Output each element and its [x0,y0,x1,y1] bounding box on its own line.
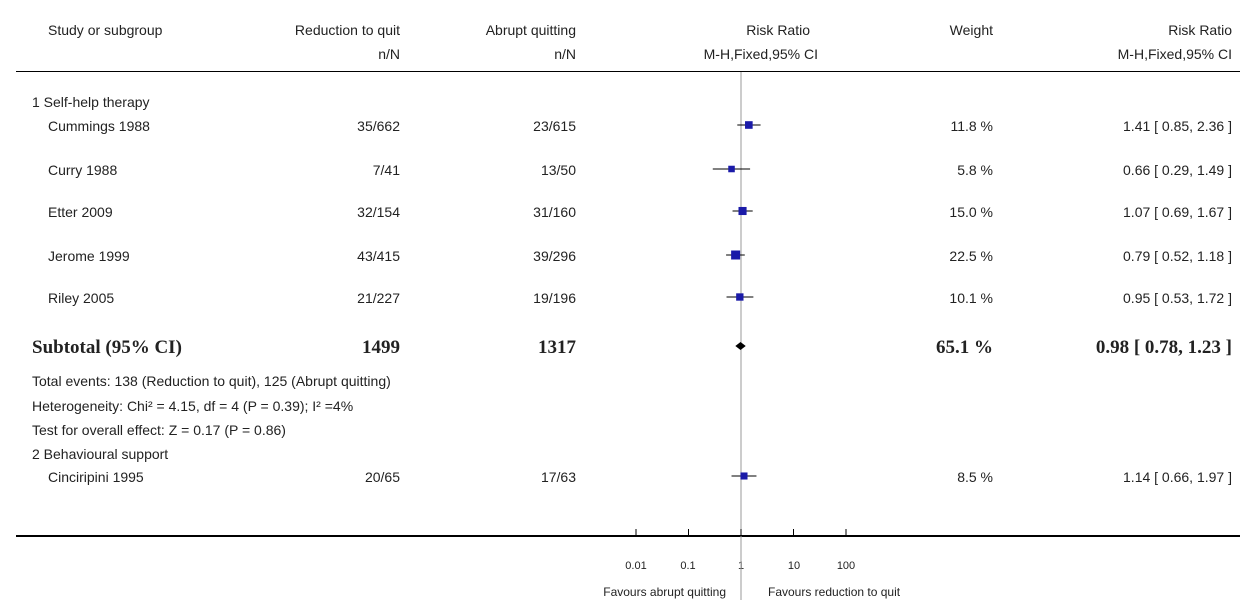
study-weight: 15.0 % [949,204,993,220]
study-reduction: 32/154 [357,204,400,220]
study-ci-text: 1.41 [ 0.85, 2.36 ] [1123,118,1232,134]
subtotal-diamond [735,342,746,350]
group-title: 1 Self-help therapy [32,94,150,110]
header-divider [16,71,1240,72]
study-name: Etter 2009 [48,204,113,220]
study-ci-text: 0.79 [ 0.52, 1.18 ] [1123,248,1232,264]
study-abrupt: 23/615 [533,118,576,134]
study-weight: 5.8 % [957,162,993,178]
favours-left-label: Favours abrupt quitting [603,585,726,599]
study-reduction: 7/41 [372,162,400,178]
bottom-divider [16,535,1240,537]
study-ci-text: 0.95 [ 0.53, 1.72 ] [1123,290,1232,306]
study-abrupt: 19/196 [533,290,576,306]
subtotal-label: Subtotal (95% CI) [32,337,182,358]
tick-label: 100 [836,560,856,572]
study-abrupt: 17/63 [540,469,576,485]
header-weight: Weight [949,22,993,38]
group-title: 2 Behavioural support [32,446,169,462]
effect-square [728,165,735,173]
note-total-events: Total events: 138 (Reduction to quit), 1… [32,373,391,389]
study-weight: 8.5 % [957,469,993,485]
study-reduction: 20/65 [364,469,400,485]
subtotal-reduction: 1499 [362,337,400,358]
favours-right-label: Favours reduction to quit [768,585,901,599]
subtotal-abrupt: 1317 [538,337,576,358]
study-reduction: 35/662 [357,118,400,134]
study-reduction: 43/415 [357,248,400,264]
study-name: Jerome 1999 [48,248,130,264]
note-overall-effect: Test for overall effect: Z = 0.17 (P = 0… [32,422,286,438]
study-ci-text: 0.66 [ 0.29, 1.49 ] [1123,162,1232,178]
subtotal-ci-text: 0.98 [ 0.78, 1.23 ] [1095,337,1232,358]
study-abrupt: 39/296 [533,248,576,264]
tick-label: 10 [787,560,801,572]
tick-label: 0.01 [625,560,647,572]
effect-square [736,293,744,301]
header-abrupt-sub: n/N [554,46,576,62]
header-risk-ratio-2-sub: M-H,Fixed,95% CI [1117,46,1232,62]
header-abrupt: Abrupt quitting [485,22,576,38]
effect-square [738,206,747,216]
study-ci-text: 1.14 [ 0.66, 1.97 ] [1123,469,1232,485]
effect-square [740,472,748,480]
study-reduction: 21/227 [357,290,400,306]
note-heterogeneity: Heterogeneity: Chi² = 4.15, df = 4 (P = … [32,398,354,414]
study-abrupt: 13/50 [540,162,576,178]
subtotal-weight: 65.1 % [936,337,993,358]
study-name: Riley 2005 [48,290,115,306]
study-name: Cummings 1988 [48,118,150,134]
study-weight: 22.5 % [949,248,993,264]
header-risk-ratio-sub: M-H,Fixed,95% CI [703,46,818,62]
study-weight: 11.8 % [950,118,993,134]
study-name: Curry 1988 [48,162,118,178]
effect-square [731,250,741,260]
header-risk-ratio-2: Risk Ratio [1168,22,1232,38]
effect-square [745,121,753,129]
header-reduction-sub: n/N [378,46,400,62]
header-reduction: Reduction to quit [294,22,400,38]
header-study: Study or subgroup [48,22,163,38]
header-risk-ratio: Risk Ratio [746,22,810,38]
study-weight: 10.1 % [949,290,993,306]
study-name: Cinciripini 1995 [48,469,144,485]
study-ci-text: 1.07 [ 0.69, 1.67 ] [1123,204,1232,220]
study-abrupt: 31/160 [533,204,576,220]
tick-label: 0.1 [680,560,696,572]
